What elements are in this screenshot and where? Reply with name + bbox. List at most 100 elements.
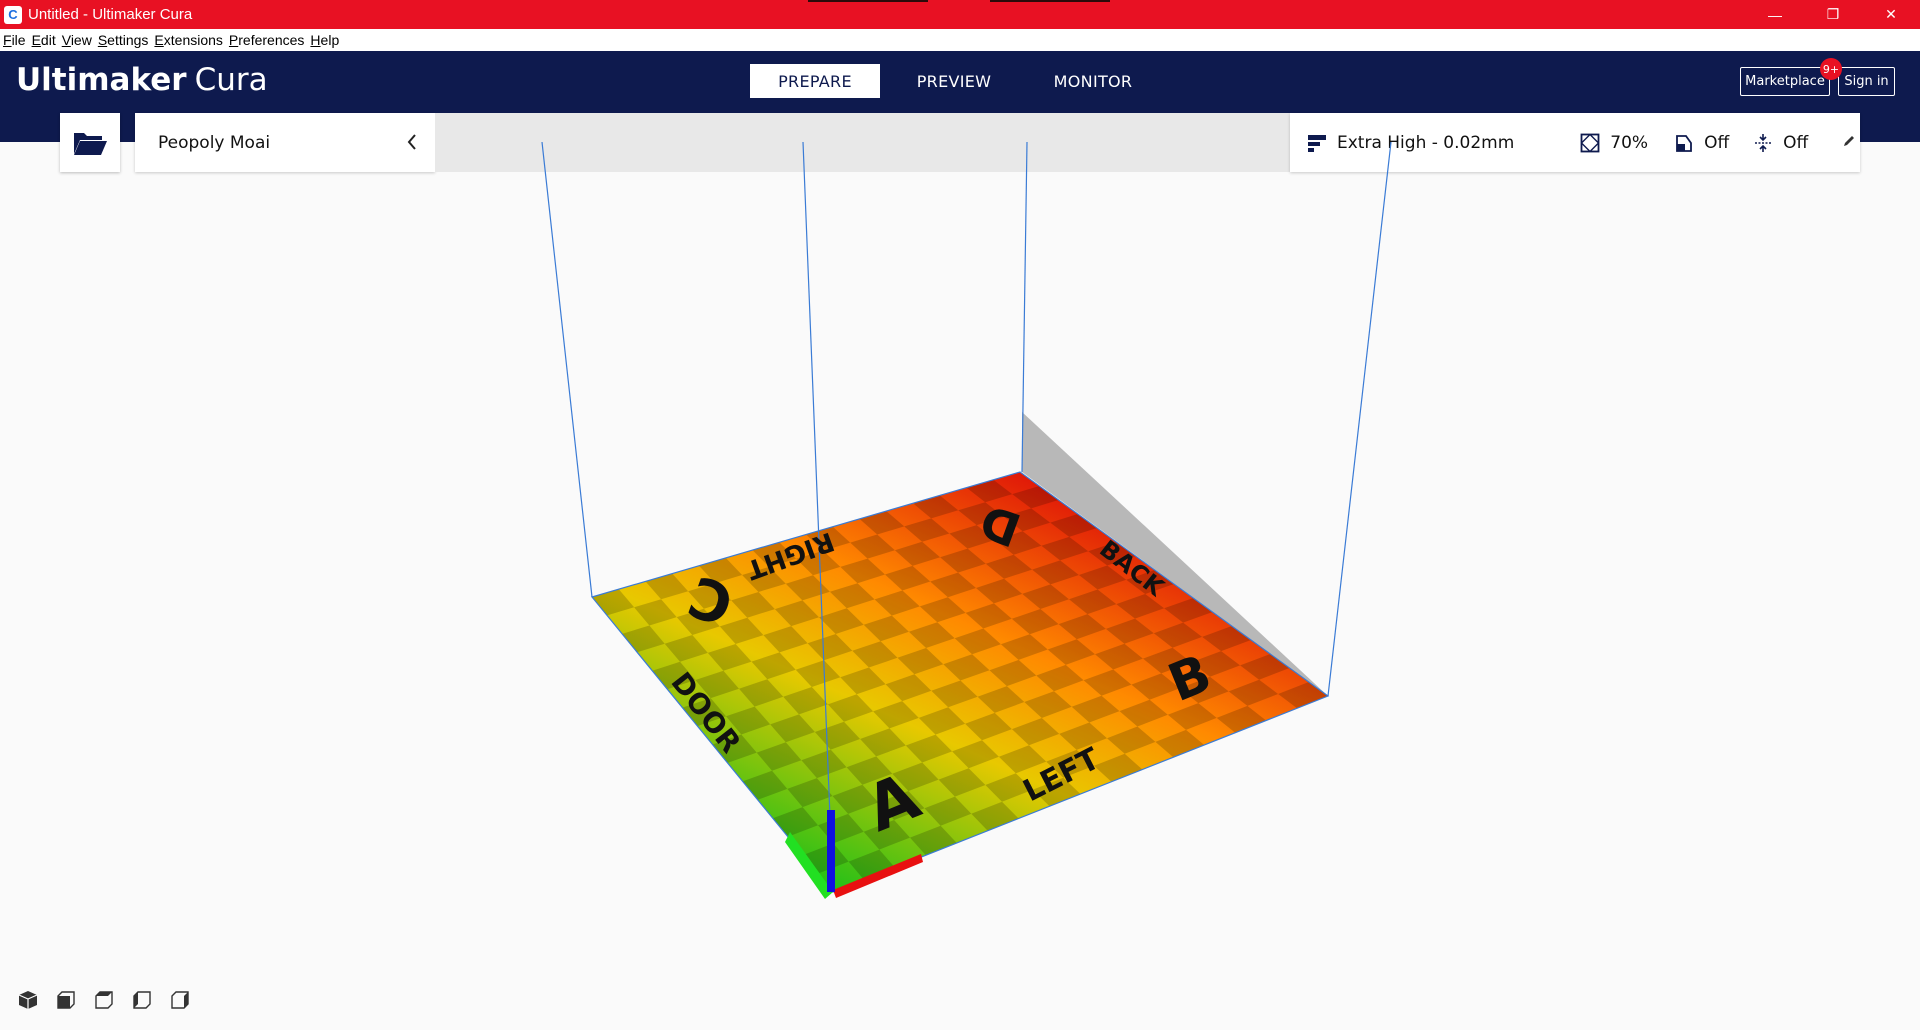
- plate-grid-cell: [719, 617, 764, 644]
- plate-grid-cell: [919, 597, 966, 623]
- left-view-button[interactable]: [132, 988, 170, 1012]
- plate-grid-cell: [742, 770, 788, 800]
- menu-edit[interactable]: Edit: [31, 32, 56, 48]
- plate-grid-cell: [924, 796, 972, 826]
- menu-preferences[interactable]: Preferences: [228, 32, 305, 48]
- plate-grid-cell: [712, 734, 757, 763]
- plate-grid-cell: [873, 701, 919, 729]
- plate-grid-cell: [787, 778, 833, 808]
- plate-grid-cell: [772, 807, 818, 837]
- plate-grid-cell: [949, 525, 996, 549]
- plate-grid-cell: [707, 644, 752, 671]
- plate-grid-cell: [731, 592, 775, 618]
- logo-brand: Ultimaker: [16, 62, 187, 98]
- plate-grid-cell: [1011, 609, 1059, 635]
- adhesion-icon: [1753, 133, 1773, 153]
- plate-grid-cell: [1032, 560, 1079, 585]
- back-wall: [1022, 412, 1328, 696]
- plate-grid-cell: [1071, 695, 1120, 723]
- plate-grid-cell: [756, 742, 802, 771]
- volume-edge: [541, 142, 593, 598]
- close-button[interactable]: ✕: [1885, 6, 1897, 22]
- printer-name: Peopoly Moai: [158, 132, 271, 153]
- plate-grid-cell: [885, 565, 931, 591]
- 3d-viewport[interactable]: A B C D DOOR RIGHT BACK LEFT: [0, 142, 1920, 1030]
- plate-grid-cell: [1041, 536, 1089, 561]
- minimize-button[interactable]: —: [1768, 6, 1782, 23]
- plate-grid-cell: [840, 667, 886, 695]
- plate-grid-cell: [1153, 622, 1203, 648]
- build-plate: [592, 472, 1328, 892]
- menu-help[interactable]: Help: [310, 32, 340, 48]
- plate-grid-cell: [931, 680, 978, 708]
- plate-grid-cell: [1022, 584, 1069, 609]
- plate-grid-cell: [783, 687, 828, 715]
- tab-monitor[interactable]: MONITOR: [1053, 71, 1133, 91]
- profile-setting[interactable]: Extra High - 0.02mm: [1307, 133, 1514, 153]
- titlebar-strip: [990, 0, 1110, 2]
- adhesion-value: Off: [1783, 132, 1809, 153]
- infill-setting[interactable]: 70%: [1580, 133, 1648, 153]
- plate-grid-cell: [645, 573, 689, 600]
- plate-grid-cell: [954, 628, 1001, 655]
- plate-grid-cell: [998, 745, 1047, 774]
- plate-grid-cell: [859, 511, 905, 535]
- plate-grid-cell: [1191, 651, 1241, 677]
- plate-grid-cell: [863, 615, 909, 642]
- plate-grid-cell: [958, 502, 1004, 526]
- plate-grid-cell: [952, 740, 999, 769]
- tab-prepare[interactable]: PREPARE: [750, 64, 880, 98]
- support-value: Off: [1704, 132, 1730, 153]
- z-axis-indicator: [827, 810, 835, 892]
- 3d-view-button[interactable]: [18, 988, 56, 1012]
- plate-grid-cell: [846, 756, 893, 785]
- plate-grid-cell: [695, 670, 739, 699]
- menu-view[interactable]: View: [61, 32, 92, 48]
- plate-grid-cell: [1083, 669, 1132, 696]
- top-view-icon: [95, 991, 113, 1009]
- right-view-button[interactable]: [170, 988, 208, 1012]
- view-orientation-toolbar: [18, 988, 208, 1012]
- plate-grid-cell: [860, 728, 906, 757]
- plate-grid-cell: [840, 558, 885, 584]
- plate-grid-cell: [806, 526, 851, 551]
- titlebar-strip: [808, 0, 928, 2]
- plate-grid-cell: [1000, 634, 1048, 660]
- tab-preview[interactable]: PREVIEW: [916, 71, 992, 91]
- right-view-icon: [171, 991, 189, 1009]
- plate-grid-cell: [965, 603, 1012, 629]
- adhesion-setting[interactable]: Off: [1753, 133, 1808, 153]
- volume-edge: [1327, 142, 1392, 697]
- edit-settings-button[interactable]: [1842, 133, 1856, 153]
- plate-grid-cell: [829, 583, 875, 609]
- printer-selector[interactable]: Peopoly Moai: [135, 113, 435, 172]
- open-file-button[interactable]: [60, 113, 120, 172]
- plate-grid-cell: [1011, 718, 1060, 746]
- plate-grid-cell: [688, 583, 732, 609]
- plate-grid-cell: [774, 600, 819, 627]
- front-view-button[interactable]: [56, 988, 94, 1012]
- menu-settings[interactable]: Settings: [97, 32, 149, 48]
- menu-extensions[interactable]: Extensions: [154, 32, 223, 48]
- plate-grid-cell: [1032, 777, 1081, 807]
- plate-grid-cell: [785, 575, 830, 601]
- restore-button[interactable]: ❐: [1826, 6, 1840, 22]
- menu-file[interactable]: File: [3, 32, 26, 48]
- plate-grid-cell: [985, 554, 1033, 579]
- plate-grid-cell: [1105, 618, 1154, 644]
- plate-grid-cell: [699, 557, 743, 584]
- left-view-icon: [133, 991, 151, 1009]
- plate-grid-cell: [1202, 626, 1251, 652]
- cura-app-icon: C: [4, 5, 22, 24]
- support-setting[interactable]: Off: [1674, 133, 1729, 153]
- infill-value: 70%: [1610, 132, 1649, 153]
- print-settings-panel[interactable]: Extra High - 0.02mm 70% Off Off: [1290, 113, 1860, 172]
- plate-grid-cell: [1069, 589, 1117, 615]
- plate-grid-cell: [1179, 676, 1229, 704]
- top-view-button[interactable]: [94, 988, 132, 1012]
- plate-grid-cell: [989, 659, 1037, 687]
- signin-button[interactable]: Sign in: [1838, 67, 1895, 96]
- plate-grid-cell: [878, 791, 925, 820]
- marketplace-button[interactable]: Marketplace: [1740, 67, 1830, 96]
- plate-grid-cell: [850, 534, 895, 559]
